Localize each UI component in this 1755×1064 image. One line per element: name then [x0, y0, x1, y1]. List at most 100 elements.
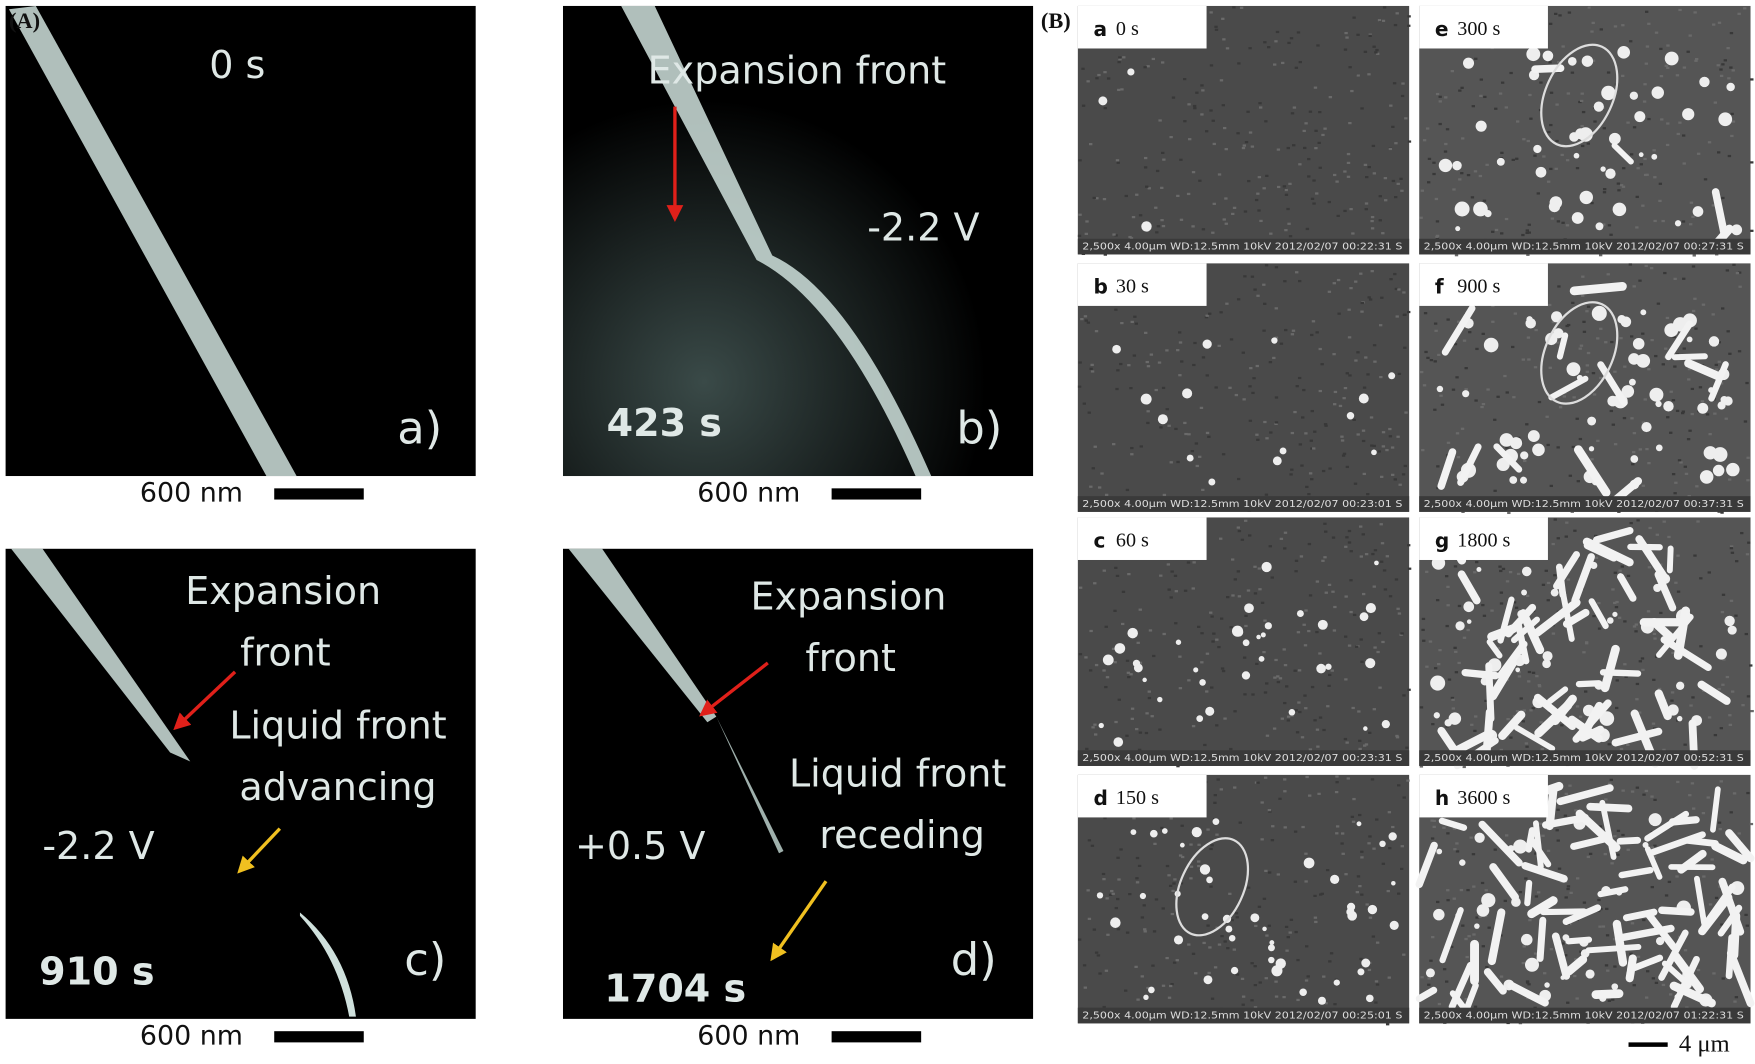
texture — [1521, 961, 1525, 965]
texture — [1297, 376, 1302, 380]
texture — [1333, 1003, 1337, 1006]
texture — [1638, 448, 1642, 451]
texture — [1305, 775, 1309, 779]
texture — [1524, 742, 1529, 745]
texture — [1690, 412, 1694, 416]
particle — [1475, 120, 1487, 132]
texture — [1712, 23, 1716, 26]
particle — [1269, 940, 1275, 946]
texture — [1597, 898, 1601, 902]
texture — [1294, 709, 1298, 712]
texture — [1090, 370, 1095, 373]
texture — [1626, 121, 1630, 124]
annotation: advancing — [239, 765, 436, 809]
texture — [1725, 269, 1730, 272]
texture — [1705, 413, 1710, 416]
texture — [1364, 202, 1369, 205]
texture — [1614, 606, 1619, 609]
texture — [1340, 439, 1345, 442]
texture — [1195, 91, 1199, 94]
rod — [1457, 443, 1482, 486]
texture — [1352, 16, 1356, 19]
texture — [1457, 661, 1461, 665]
texture — [1208, 312, 1212, 315]
texture — [1505, 391, 1509, 394]
texture — [1403, 313, 1407, 316]
texture — [1397, 372, 1402, 375]
particle — [1275, 958, 1286, 969]
texture — [1602, 127, 1606, 130]
texture — [1091, 726, 1095, 729]
texture — [1711, 204, 1716, 207]
texture — [1318, 652, 1322, 655]
rod — [1694, 875, 1707, 926]
texture — [1701, 303, 1706, 306]
texture — [1253, 565, 1257, 568]
texture — [1711, 313, 1715, 316]
texture — [1103, 253, 1108, 256]
particle — [1620, 316, 1632, 328]
rod — [1571, 553, 1595, 605]
texture — [1248, 534, 1252, 537]
texture — [1580, 124, 1584, 128]
texture — [1322, 728, 1326, 732]
texture — [1671, 651, 1675, 655]
texture — [1455, 376, 1459, 379]
texture — [1256, 781, 1260, 784]
texture — [1525, 229, 1529, 232]
particle — [1621, 385, 1635, 398]
texture — [1191, 171, 1196, 174]
texture — [1579, 99, 1584, 103]
scale-bar-label: 600 nm — [697, 477, 800, 508]
texture — [1236, 298, 1241, 301]
particle — [1544, 982, 1550, 988]
label-box — [1419, 263, 1548, 306]
texture — [1191, 225, 1195, 228]
texture — [1344, 873, 1348, 876]
texture — [1186, 192, 1191, 196]
texture — [1610, 862, 1614, 865]
texture — [1712, 972, 1716, 975]
texture — [1345, 465, 1350, 469]
texture — [1632, 984, 1636, 987]
texture — [1324, 424, 1328, 427]
particle — [1712, 447, 1728, 462]
texture — [1345, 372, 1349, 375]
texture — [1146, 365, 1151, 368]
rod — [1524, 879, 1533, 907]
texture — [1516, 572, 1521, 576]
texture — [1435, 599, 1440, 602]
rod — [1556, 784, 1614, 806]
texture — [1501, 567, 1506, 571]
texture — [1217, 173, 1222, 176]
texture — [1549, 123, 1553, 127]
texture — [1367, 296, 1371, 299]
texture — [1174, 427, 1178, 431]
texture — [1395, 734, 1399, 738]
particle — [1141, 221, 1152, 232]
texture — [1451, 707, 1456, 710]
texture — [1336, 214, 1340, 217]
texture — [1211, 640, 1215, 643]
particle — [1234, 627, 1244, 637]
texture — [1361, 533, 1365, 536]
highlight — [1540, 301, 1619, 405]
texture — [1284, 193, 1289, 196]
texture — [1221, 104, 1225, 107]
texture — [1331, 536, 1336, 539]
texture — [1167, 424, 1171, 427]
texture — [1151, 964, 1155, 967]
texture — [1257, 209, 1261, 212]
texture — [1696, 152, 1701, 155]
texture — [1217, 943, 1222, 946]
texture — [1730, 551, 1735, 554]
rod — [1611, 142, 1634, 165]
texture — [1310, 447, 1314, 450]
texture — [1200, 84, 1204, 87]
texture — [1436, 900, 1440, 904]
highlight — [1540, 43, 1619, 148]
texture — [1272, 356, 1276, 360]
texture — [1116, 161, 1120, 164]
time-label: 3600 s — [1457, 787, 1510, 809]
texture — [1347, 336, 1352, 339]
